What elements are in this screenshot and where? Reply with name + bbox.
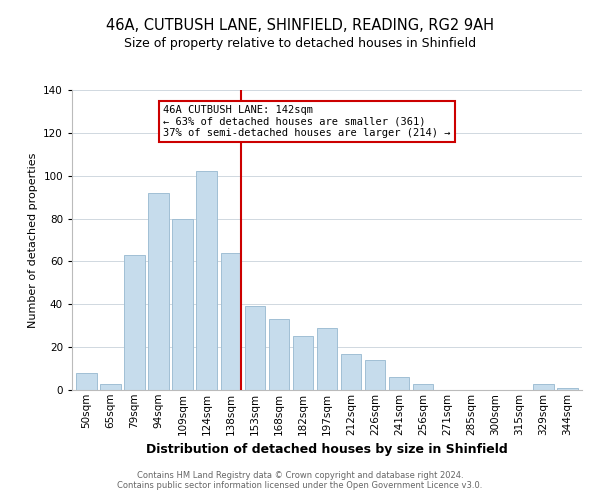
Bar xyxy=(148,193,169,390)
Bar xyxy=(293,336,313,390)
Bar xyxy=(533,384,554,390)
Bar xyxy=(557,388,578,390)
Bar xyxy=(76,373,97,390)
Text: Size of property relative to detached houses in Shinfield: Size of property relative to detached ho… xyxy=(124,37,476,50)
X-axis label: Distribution of detached houses by size in Shinfield: Distribution of detached houses by size … xyxy=(146,443,508,456)
Bar xyxy=(269,320,289,390)
Bar xyxy=(365,360,385,390)
Text: 46A, CUTBUSH LANE, SHINFIELD, READING, RG2 9AH: 46A, CUTBUSH LANE, SHINFIELD, READING, R… xyxy=(106,18,494,32)
Bar xyxy=(221,253,241,390)
Bar xyxy=(100,384,121,390)
Y-axis label: Number of detached properties: Number of detached properties xyxy=(28,152,38,328)
Bar xyxy=(124,255,145,390)
Text: Contains public sector information licensed under the Open Government Licence v3: Contains public sector information licen… xyxy=(118,480,482,490)
Bar xyxy=(413,384,433,390)
Bar xyxy=(317,328,337,390)
Bar xyxy=(245,306,265,390)
Bar xyxy=(341,354,361,390)
Bar xyxy=(196,172,217,390)
Bar xyxy=(389,377,409,390)
Text: 46A CUTBUSH LANE: 142sqm
← 63% of detached houses are smaller (361)
37% of semi-: 46A CUTBUSH LANE: 142sqm ← 63% of detach… xyxy=(163,105,451,138)
Bar xyxy=(172,218,193,390)
Text: Contains HM Land Registry data © Crown copyright and database right 2024.: Contains HM Land Registry data © Crown c… xyxy=(137,470,463,480)
